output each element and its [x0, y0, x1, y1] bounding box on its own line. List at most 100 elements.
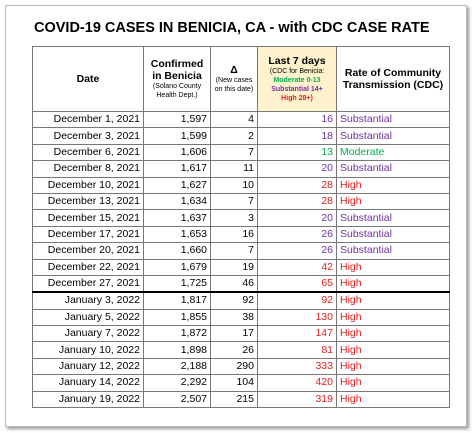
cell-date: December 8, 2021	[32, 160, 144, 178]
header-note: (Solano County Health Dept.)	[152, 83, 202, 99]
cell-delta: 19	[210, 258, 258, 276]
cell-confirmed: 2,292	[143, 374, 211, 392]
table-row: January 3, 2022 1,817 92 92 High	[32, 291, 450, 310]
cell-last7: 65	[257, 274, 337, 293]
cell-confirmed: 1,637	[143, 209, 211, 227]
table-row: December 15, 2021 1,637 3 20 Substantial	[32, 209, 450, 227]
cell-date: January 14, 2022	[32, 374, 144, 392]
cell-last7: 16	[257, 110, 337, 129]
cell-delta: 10	[210, 176, 258, 194]
table-row: December 17, 2021 1,653 16 26 Substantial	[32, 225, 450, 244]
cell-confirmed: 1,855	[143, 308, 211, 327]
cell-confirmed: 1,725	[143, 274, 211, 293]
cell-delta: 17	[210, 325, 258, 343]
cell-last7: 20	[257, 209, 337, 227]
cell-rate: High	[336, 374, 450, 392]
table-row: January 14, 2022 2,292 104 420 High	[32, 374, 450, 392]
cell-date: December 15, 2021	[32, 209, 144, 227]
cell-last7: 26	[257, 242, 337, 260]
legend-moderate: Moderate 0-13	[273, 77, 321, 84]
cell-confirmed: 1,599	[143, 127, 211, 145]
cell-rate: High	[336, 357, 450, 376]
cell-delta: 92	[210, 291, 258, 310]
cell-confirmed: 1,634	[143, 192, 211, 211]
cell-delta: 215	[210, 390, 258, 409]
cell-last7: 20	[257, 160, 337, 178]
cell-last7: 420	[257, 374, 337, 392]
table-row: December 27, 2021 1,725 46 65 High	[32, 274, 450, 293]
cell-date: December 22, 2021	[32, 258, 144, 276]
header-rate: Rate of Community Transmission (CDC)	[336, 46, 450, 112]
cell-confirmed: 1,898	[143, 341, 211, 359]
cell-date: December 13, 2021	[32, 192, 144, 211]
header-confirmed: Confirmed in Benicia (Solano County Healt…	[143, 46, 211, 112]
cell-rate: Substantial	[336, 110, 450, 129]
table-row: January 7, 2022 1,872 17 147 High	[32, 325, 450, 343]
cell-rate: Moderate	[336, 143, 450, 162]
cell-rate: High	[336, 325, 450, 343]
cell-rate: High	[336, 258, 450, 276]
cell-date: December 10, 2021	[32, 176, 144, 194]
cell-delta: 3	[210, 209, 258, 227]
cell-last7: 26	[257, 225, 337, 244]
cell-rate: Substantial	[336, 242, 450, 260]
table-row: December 10, 2021 1,627 10 28 High	[32, 176, 450, 194]
cell-delta: 7	[210, 143, 258, 162]
cell-rate: High	[336, 192, 450, 211]
header-text: Confirmed in Benicia	[150, 58, 204, 82]
cell-confirmed: 1,617	[143, 160, 211, 178]
table-row: January 10, 2022 1,898 26 81 High	[32, 341, 450, 359]
table-row: December 1, 2021 1,597 4 16 Substantial	[32, 110, 450, 129]
table-row: December 3, 2021 1,599 2 18 Substantial	[32, 127, 450, 145]
frame: COVID-19 CASES IN BENICIA, CA - with CDC…	[5, 5, 467, 427]
cell-confirmed: 1,606	[143, 143, 211, 162]
cell-rate: Substantial	[336, 160, 450, 178]
table-row: January 12, 2022 2,188 290 333 High	[32, 357, 450, 376]
cell-last7: 92	[257, 291, 337, 310]
cell-delta: 7	[210, 242, 258, 260]
cell-last7: 28	[257, 176, 337, 194]
cell-last7: 333	[257, 357, 337, 376]
header-text: Δ	[230, 64, 238, 76]
cell-date: December 1, 2021	[32, 110, 144, 129]
cell-delta: 46	[210, 274, 258, 293]
cell-date: December 27, 2021	[32, 274, 144, 293]
cell-rate: High	[336, 291, 450, 310]
cell-last7: 42	[257, 258, 337, 276]
table-row: January 19, 2022 2,507 215 319 High	[32, 390, 450, 409]
cell-rate: Substantial	[336, 209, 450, 227]
cell-confirmed: 1,872	[143, 325, 211, 343]
cell-confirmed: 1,817	[143, 291, 211, 310]
cell-delta: 290	[210, 357, 258, 376]
cell-rate: High	[336, 176, 450, 194]
cell-date: January 7, 2022	[32, 325, 144, 343]
header-delta: Δ (New cases on this date)	[210, 46, 258, 112]
header-note: (New cases on this date)	[214, 77, 254, 93]
cell-confirmed: 2,507	[143, 390, 211, 409]
cell-last7: 319	[257, 390, 337, 409]
cell-date: December 6, 2021	[32, 143, 144, 162]
cell-date: December 20, 2021	[32, 242, 144, 260]
cell-date: December 3, 2021	[32, 127, 144, 145]
cell-last7: 147	[257, 325, 337, 343]
cell-confirmed: 1,679	[143, 258, 211, 276]
table-row: December 20, 2021 1,660 7 26 Substantial	[32, 242, 450, 260]
table-body: December 1, 2021 1,597 4 16 Substantial Decem…	[32, 110, 450, 409]
table-row: December 6, 2021 1,606 7 13 Moderate	[32, 143, 450, 162]
cell-date: January 10, 2022	[32, 341, 144, 359]
table-row: January 5, 2022 1,855 38 130 High	[32, 308, 450, 327]
table-row: December 13, 2021 1,634 7 28 High	[32, 192, 450, 211]
title: COVID-19 CASES IN BENICIA, CA - with CDC…	[34, 20, 430, 36]
cell-rate: High	[336, 274, 450, 293]
cell-delta: 38	[210, 308, 258, 327]
cell-confirmed: 1,660	[143, 242, 211, 260]
cell-date: January 19, 2022	[32, 390, 144, 409]
cell-confirmed: 2,188	[143, 357, 211, 376]
cell-rate: High	[336, 341, 450, 359]
cell-date: January 3, 2022	[32, 291, 144, 310]
cell-delta: 26	[210, 341, 258, 359]
cell-confirmed: 1,597	[143, 110, 211, 129]
header-text: Last 7 days	[268, 55, 326, 67]
cell-last7: 18	[257, 127, 337, 145]
